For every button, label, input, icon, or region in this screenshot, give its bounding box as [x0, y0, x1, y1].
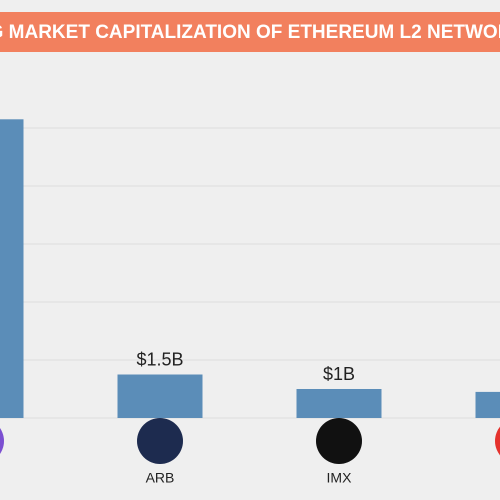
- title-banner: [0, 12, 500, 52]
- value-label: $1B: [323, 364, 355, 384]
- category-icon: [0, 428, 4, 454]
- bar: [117, 374, 203, 418]
- value-label: $1.5B: [136, 349, 183, 369]
- category-icon: [495, 426, 500, 456]
- category-icon: [137, 418, 183, 464]
- x-tick-label: IMX: [327, 470, 353, 486]
- chart-title: G MARKET CAPITALIZATION OF ETHEREUM L2 N…: [0, 22, 500, 43]
- bar: [475, 391, 500, 418]
- x-tick-label: ARB: [146, 470, 175, 486]
- bar: [0, 119, 24, 419]
- category-icon: [316, 418, 362, 464]
- bar: [296, 389, 382, 418]
